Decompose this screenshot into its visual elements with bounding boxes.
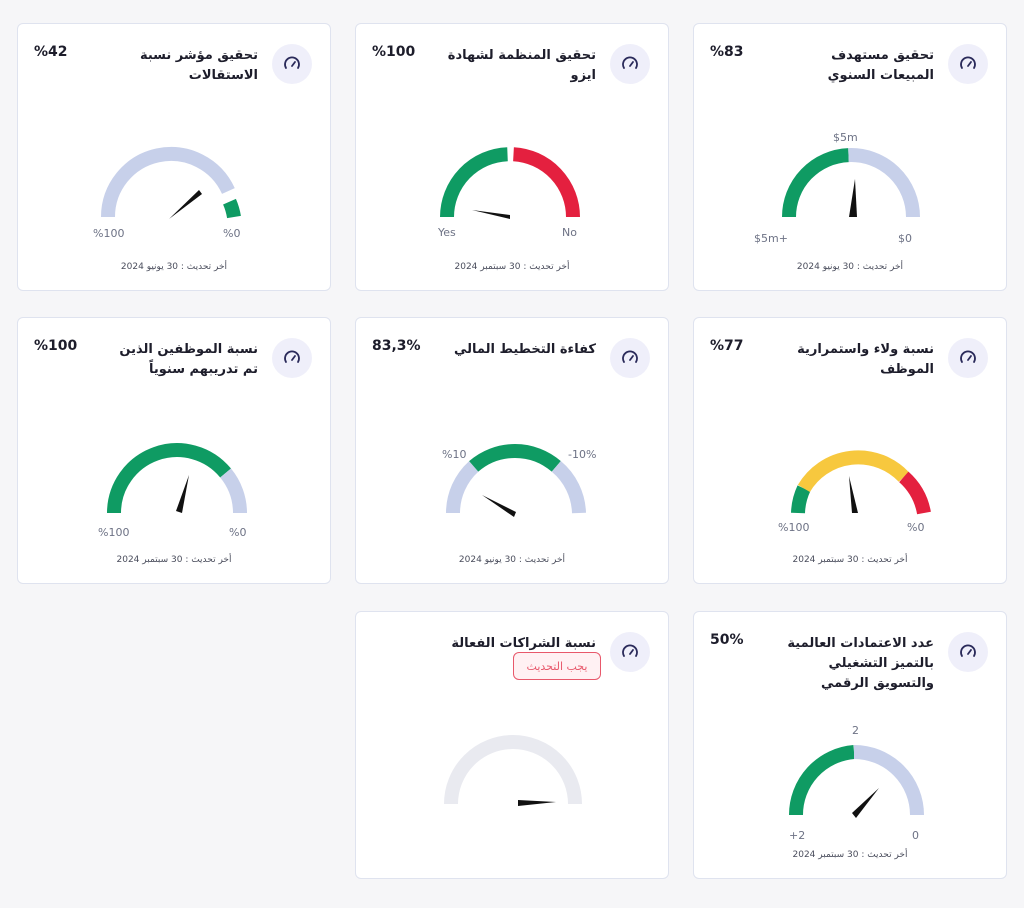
- kpi-card-iso-certification[interactable]: تحقيق المنظمة لشهادة ايزو %100 Yes No أخ…: [355, 23, 669, 291]
- last-updated: أخر تحديث : 30 يونيو 2024: [120, 262, 228, 272]
- gauge-label-min: %0: [907, 521, 925, 534]
- gauge-segment-right: [551, 461, 586, 514]
- gauge-segment-remaining: [848, 148, 920, 218]
- gauge-needle: [849, 179, 857, 217]
- gauge-segment-no: [512, 147, 580, 218]
- gauge-label-right: -10%: [568, 448, 597, 461]
- kpi-title: تحقيق مؤشر نسبة الاستقالات: [139, 48, 258, 83]
- kpi-title: عدد الاعتمادات العالمية بالتميز التشغيلي…: [787, 636, 934, 691]
- last-updated: أخر تحديث : 30 سبتمبر 2024: [116, 555, 232, 565]
- speedometer-icon[interactable]: [948, 44, 988, 84]
- kpi-title: كفاءة التخطيط المالي: [453, 342, 596, 357]
- kpi-title: تحقيق مستهدف المبيعات السنوي: [827, 48, 934, 83]
- gauge: [444, 735, 582, 806]
- last-updated: أخر تحديث : 30 سبتمبر 2024: [454, 262, 570, 272]
- gauge-needle: [849, 476, 858, 513]
- gauge-label-max: %100: [778, 521, 810, 534]
- kpi-card-employee-loyalty[interactable]: نسبة ولاء واستمرارية الموظف %77 %100 %0 …: [693, 317, 1007, 584]
- kpi-card-resignation-rate[interactable]: تحقيق مؤشر نسبة الاستقالات %42 %100 %0 أ…: [17, 23, 331, 291]
- kpi-card-financial-planning[interactable]: كفاءة التخطيط المالي 83,3% %10 -10% أخر …: [355, 317, 669, 584]
- gauge-needle: [518, 800, 556, 806]
- gauge-label-min: %0: [223, 227, 241, 240]
- gauge-segment-target: [469, 443, 561, 472]
- gauge: [440, 147, 580, 219]
- gauge: [446, 443, 586, 517]
- gauge-label-max: %100: [98, 526, 130, 539]
- kpi-value: %100: [372, 44, 416, 60]
- kpi-value: %42: [34, 44, 68, 60]
- speedometer-icon[interactable]: [948, 632, 988, 672]
- kpi-title: نسبة الشراكات الفعالة: [451, 636, 596, 651]
- gauge-needle: [852, 788, 879, 818]
- gauge: [782, 148, 920, 218]
- kpi-card-sales-target[interactable]: تحقيق مستهدف المبيعات السنوي %83 $5m $5m…: [693, 23, 1007, 291]
- gauge: [791, 450, 931, 515]
- gauge: [107, 443, 247, 514]
- kpi-title: تحقيق المنظمة لشهادة ايزو: [447, 48, 596, 83]
- gauge-segment-remaining: [101, 146, 235, 218]
- kpi-value: %100: [34, 338, 78, 354]
- gauge-segment-remaining: [853, 745, 924, 816]
- kpi-value: 50%: [710, 632, 744, 648]
- kpi-title: نسبة ولاء واستمرارية الموظف: [797, 342, 934, 377]
- gauge-segment-low: [791, 485, 811, 514]
- kpi-value: 83,3%: [372, 338, 421, 354]
- speedometer-icon[interactable]: [610, 44, 650, 84]
- gauge-track-disabled: [444, 735, 582, 805]
- kpi-value: %77: [710, 338, 744, 354]
- gauge-label-top: 2: [852, 724, 859, 737]
- kpi-title: نسبة الموظفين الذين تم تدريبهم سنوياً: [119, 342, 258, 377]
- gauge-label-min: %0: [229, 526, 247, 539]
- speedometer-icon[interactable]: [272, 44, 312, 84]
- last-updated: أخر تحديث : 30 يونيو 2024: [796, 262, 904, 272]
- kpi-card-employees-trained[interactable]: نسبة الموظفين الذين تم تدريبهم سنوياً %1…: [17, 317, 331, 584]
- update-required-badge[interactable]: يجب التحديث: [513, 652, 601, 680]
- last-updated: أخر تحديث : 30 يونيو 2024: [458, 555, 566, 565]
- gauge-label-yes: Yes: [438, 226, 456, 239]
- gauge-segment-yes: [440, 147, 509, 218]
- kpi-card-accreditations[interactable]: عدد الاعتمادات العالمية بالتميز التشغيلي…: [693, 611, 1007, 879]
- gauge-segment-achieved: [782, 148, 850, 218]
- gauge-needle: [482, 495, 516, 517]
- gauge-label-top: $5m: [833, 131, 858, 144]
- gauge-label-min: $0: [898, 232, 912, 245]
- gauge-label-max: %100: [93, 227, 125, 240]
- kpi-value: %83: [710, 44, 744, 60]
- gauge: [788, 745, 924, 818]
- gauge: [101, 146, 241, 219]
- gauge-segment-high: [898, 471, 931, 515]
- speedometer-icon[interactable]: [272, 338, 312, 378]
- gauge-segment-remaining: [220, 468, 247, 514]
- gauge-label-max: +2: [789, 829, 806, 842]
- gauge-label-left: %10: [442, 448, 467, 461]
- kpi-card-active-partnerships[interactable]: نسبة الشراكات الفعالة يجب التحديث: [355, 611, 669, 879]
- gauge-label-min: 0: [912, 829, 919, 842]
- gauge-needle: [169, 190, 202, 219]
- gauge-segment-left: [446, 461, 479, 514]
- speedometer-icon[interactable]: [610, 338, 650, 378]
- gauge-segment-achieved: [788, 745, 855, 816]
- speedometer-icon[interactable]: [948, 338, 988, 378]
- last-updated: أخر تحديث : 30 سبتمبر 2024: [792, 555, 908, 565]
- gauge-label-max: $5m+: [754, 232, 788, 245]
- gauge-needle: [176, 475, 189, 513]
- last-updated: أخر تحديث : 30 سبتمبر 2024: [792, 850, 908, 860]
- speedometer-icon[interactable]: [610, 632, 650, 672]
- gauge-segment-achieved: [107, 443, 231, 514]
- gauge-needle: [472, 210, 510, 219]
- gauge-label-no: No: [562, 226, 577, 239]
- gauge-segment-achieved: [223, 198, 241, 219]
- gauge-segment-mid: [797, 450, 909, 493]
